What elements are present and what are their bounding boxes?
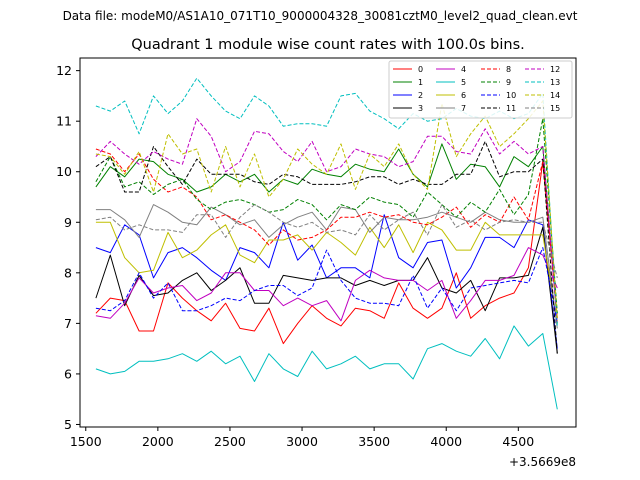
y-tick-label: 8	[64, 265, 72, 280]
series-line-11	[95, 140, 558, 354]
legend-label-6: 6	[461, 91, 466, 100]
series-line-8	[95, 148, 558, 319]
series-line-9	[95, 118, 558, 314]
legend-label-8: 8	[506, 65, 511, 74]
legend-label-2: 2	[418, 91, 423, 100]
series-line-12	[95, 118, 558, 324]
x-tick-label: 2000	[142, 434, 174, 449]
series-line-15	[95, 204, 558, 279]
legend-label-5: 5	[461, 78, 466, 87]
x-tick-label: 4000	[430, 434, 462, 449]
y-tick-label: 9	[64, 215, 72, 230]
suptitle: Data file: modeM0/AS1A10_071T10_90000043…	[63, 9, 578, 23]
x-tick-label: 4500	[502, 434, 534, 449]
legend-label-1: 1	[418, 78, 423, 87]
series-line-2	[95, 214, 558, 349]
series-line-5	[95, 325, 558, 410]
series-line-14	[95, 100, 558, 321]
x-tick-label: 1500	[70, 434, 102, 449]
series-line-7	[95, 204, 558, 329]
legend-label-3: 3	[418, 104, 423, 113]
series-layer	[95, 77, 558, 410]
series-line-4	[95, 247, 558, 322]
legend-box	[388, 60, 573, 119]
y-tick-label: 10	[56, 164, 72, 179]
legend-label-10: 10	[506, 91, 516, 100]
legend-label-0: 0	[418, 65, 423, 74]
chart-title: Quadrant 1 module wise count rates with …	[131, 37, 525, 53]
x-tick-label: 3500	[358, 434, 390, 449]
series-line-3	[95, 226, 558, 354]
y-tick-label: 7	[64, 316, 72, 331]
series-line-0	[95, 161, 558, 345]
legend-label-9: 9	[506, 78, 511, 87]
plot-frame	[79, 57, 577, 428]
legend-label-11: 11	[506, 104, 516, 113]
y-tick-label: 5	[64, 417, 72, 432]
legend-label-4: 4	[461, 65, 466, 74]
x-tick-label: 2500	[214, 434, 246, 449]
legend-label-13: 13	[550, 78, 560, 87]
x-offset-text: +3.5669e8	[509, 455, 576, 469]
y-tick-label: 12	[56, 63, 72, 78]
y-tick-label: 6	[64, 366, 72, 381]
legend-label-12: 12	[550, 65, 560, 74]
y-tick-label: 11	[56, 114, 72, 129]
legend-label-15: 15	[550, 104, 560, 113]
legend-label-7: 7	[461, 104, 466, 113]
series-line-13	[95, 77, 558, 326]
x-tick-label: 3000	[286, 434, 318, 449]
series-line-10	[95, 247, 558, 324]
legend-label-14: 14	[550, 91, 560, 100]
